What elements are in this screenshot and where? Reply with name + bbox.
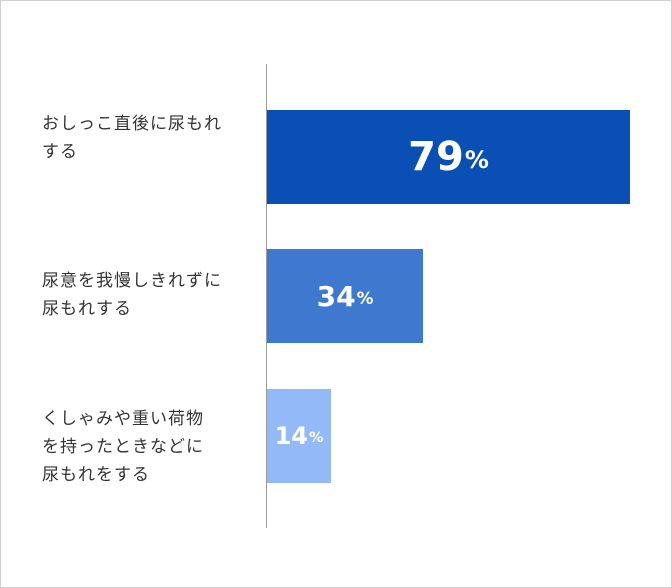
bar-value-label: 34 — [316, 279, 356, 313]
category-label-line: くしゃみや重い荷物 — [42, 409, 204, 429]
category-label: くしゃみや重い荷物 を持ったときなどに 尿もれをする — [42, 405, 254, 489]
category-label-line: を持ったときなどに — [42, 437, 204, 457]
category-label-line: 尿意を我慢しきれずに — [42, 271, 222, 291]
category-axis-line — [266, 64, 267, 528]
category-label-line: 尿もれする — [42, 299, 132, 319]
category-label: 尿意を我慢しきれずに 尿もれする — [42, 267, 254, 323]
bar-value-unit: % — [356, 288, 374, 309]
bar-value-unit: % — [464, 145, 489, 174]
category-label-line: する — [42, 142, 78, 162]
bar-value-label: 14 — [274, 422, 308, 450]
category-label-line: 尿もれをする — [42, 465, 150, 485]
category-label-line: おしっこ直後に尿もれ — [42, 114, 222, 134]
bar: 34% — [267, 249, 423, 343]
bar: 79% — [267, 110, 630, 204]
bar-value-unit: % — [308, 429, 324, 446]
bar: 14% — [267, 389, 331, 483]
category-label: おしっこ直後に尿もれ する — [42, 110, 254, 166]
bar-value-label: 79 — [408, 134, 464, 180]
